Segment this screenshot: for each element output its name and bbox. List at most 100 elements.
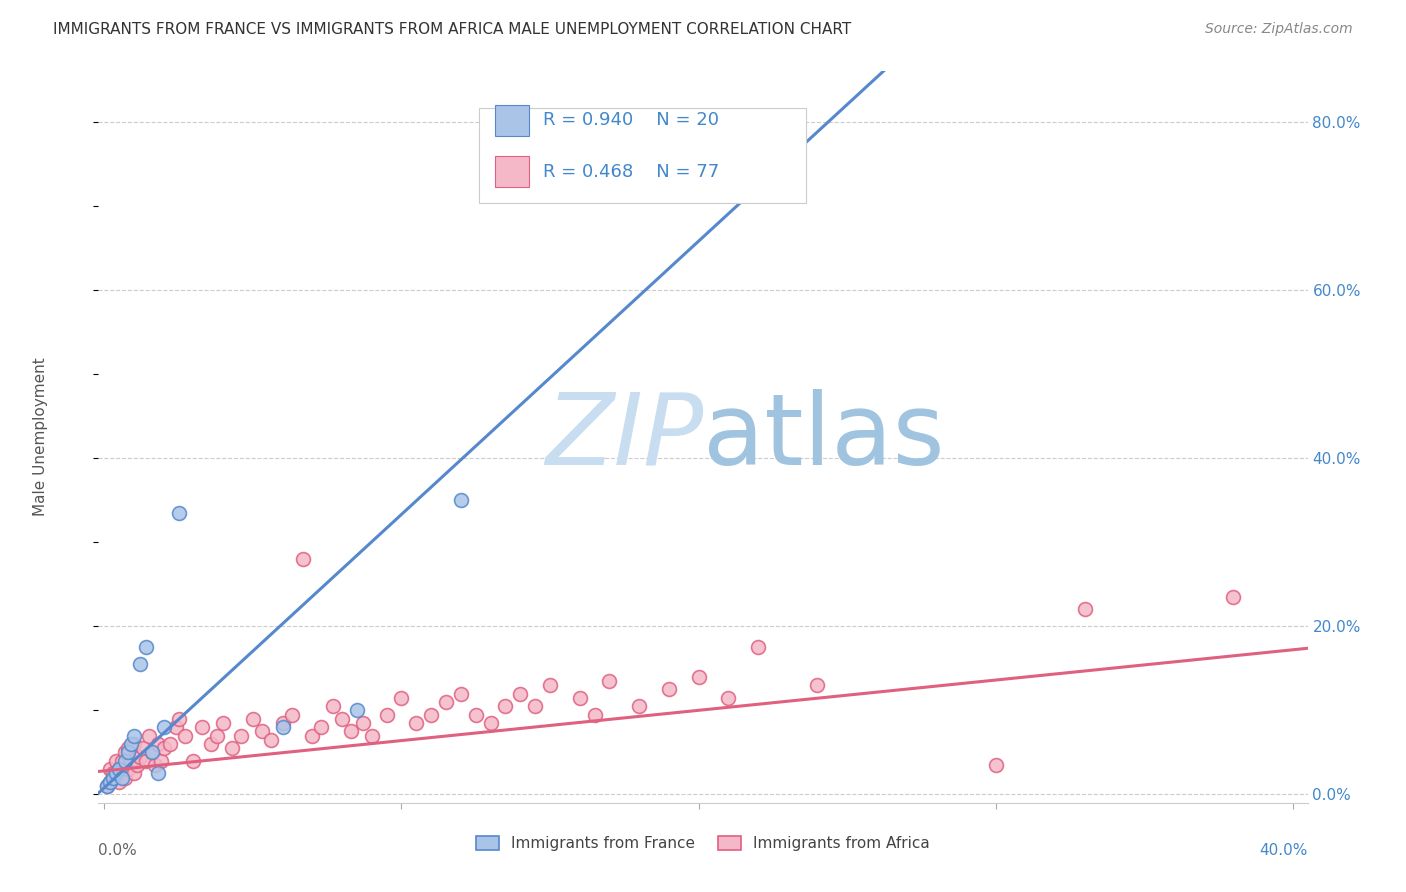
Point <box>229 729 252 743</box>
Point <box>108 762 131 776</box>
Point <box>120 737 142 751</box>
Point <box>221 741 243 756</box>
Point <box>1074 602 1097 616</box>
Point <box>207 729 229 743</box>
Point <box>111 754 134 768</box>
Point <box>143 758 166 772</box>
Point <box>122 729 145 743</box>
Text: Source: ZipAtlas.com: Source: ZipAtlas.com <box>1205 22 1353 37</box>
Legend: Immigrants from France, Immigrants from Africa: Immigrants from France, Immigrants from … <box>470 830 936 857</box>
Point <box>301 729 323 743</box>
Point <box>165 720 187 734</box>
Point <box>103 766 125 780</box>
Point <box>200 737 222 751</box>
Point <box>391 690 413 705</box>
Point <box>103 771 125 785</box>
Point <box>583 707 606 722</box>
Text: 40.0%: 40.0% <box>1260 843 1308 858</box>
Point <box>420 707 443 722</box>
Point <box>111 766 134 780</box>
Point <box>658 682 681 697</box>
Point <box>117 762 139 776</box>
Point <box>117 745 139 759</box>
Point <box>129 657 152 671</box>
Point <box>149 754 172 768</box>
Point <box>434 695 457 709</box>
Point <box>105 754 128 768</box>
Point <box>167 506 190 520</box>
Point <box>806 678 828 692</box>
Point <box>309 720 332 734</box>
Point <box>747 640 769 655</box>
Point <box>96 779 118 793</box>
Point <box>114 745 136 759</box>
Point <box>111 771 134 785</box>
Point <box>1222 590 1244 604</box>
Point <box>242 712 264 726</box>
Point <box>96 779 118 793</box>
Point <box>538 678 561 692</box>
Point <box>450 686 472 700</box>
Point <box>479 715 502 730</box>
Point <box>598 673 620 688</box>
Point <box>717 690 740 705</box>
Point <box>135 640 157 655</box>
Text: IMMIGRANTS FROM FRANCE VS IMMIGRANTS FROM AFRICA MALE UNEMPLOYMENT CORRELATION C: IMMIGRANTS FROM FRANCE VS IMMIGRANTS FRO… <box>53 22 852 37</box>
Point <box>125 758 148 772</box>
Point <box>352 715 374 730</box>
Point <box>183 754 205 768</box>
Point <box>132 741 155 756</box>
Point <box>159 737 181 751</box>
Point <box>122 737 145 751</box>
Point <box>688 670 710 684</box>
Point <box>108 762 131 776</box>
Point <box>152 720 174 734</box>
Point <box>292 552 315 566</box>
Point <box>117 741 139 756</box>
FancyBboxPatch shape <box>479 108 806 203</box>
Point <box>360 729 382 743</box>
Point <box>152 741 174 756</box>
Point <box>146 766 169 780</box>
Point <box>98 774 121 789</box>
Point <box>98 762 121 776</box>
Point <box>628 699 651 714</box>
Point <box>138 729 160 743</box>
Point <box>122 766 145 780</box>
Point <box>103 771 125 785</box>
Point <box>129 749 152 764</box>
Point <box>450 493 472 508</box>
Text: 0.0%: 0.0% <box>98 843 138 858</box>
Point <box>271 715 294 730</box>
Point <box>173 729 195 743</box>
Point <box>346 703 368 717</box>
Point <box>105 766 128 780</box>
FancyBboxPatch shape <box>495 156 529 187</box>
Point <box>191 720 214 734</box>
Point <box>509 686 531 700</box>
FancyBboxPatch shape <box>495 105 529 136</box>
Point <box>280 707 302 722</box>
Point <box>405 715 427 730</box>
Text: R = 0.468    N = 77: R = 0.468 N = 77 <box>543 162 720 180</box>
Point <box>105 766 128 780</box>
Point <box>568 690 591 705</box>
Text: ZIP: ZIP <box>544 389 703 485</box>
Point <box>375 707 398 722</box>
Point <box>120 754 142 768</box>
Point <box>984 758 1007 772</box>
Point <box>141 745 163 759</box>
Point <box>250 724 273 739</box>
Point <box>494 699 516 714</box>
Text: atlas: atlas <box>703 389 945 485</box>
Point <box>524 699 547 714</box>
Point <box>212 715 235 730</box>
Point <box>322 699 344 714</box>
Point <box>135 754 157 768</box>
Point <box>98 774 121 789</box>
Point <box>260 732 283 747</box>
Point <box>464 707 486 722</box>
Text: Male Unemployment: Male Unemployment <box>32 358 48 516</box>
Point <box>330 712 353 726</box>
Point <box>114 754 136 768</box>
